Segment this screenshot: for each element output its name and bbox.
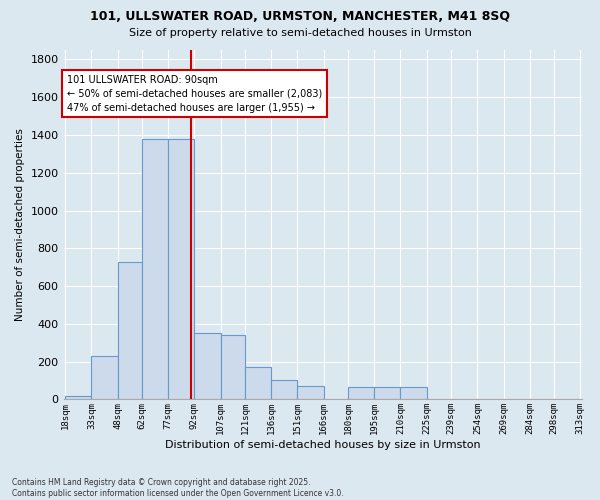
Y-axis label: Number of semi-detached properties: Number of semi-detached properties	[15, 128, 25, 321]
Bar	[118, 262, 142, 400]
Bar	[271, 380, 298, 400]
Bar	[374, 387, 400, 400]
X-axis label: Distribution of semi-detached houses by size in Urmston: Distribution of semi-detached houses by …	[165, 440, 481, 450]
Text: Size of property relative to semi-detached houses in Urmston: Size of property relative to semi-detach…	[128, 28, 472, 38]
Bar	[400, 387, 427, 400]
Bar	[194, 334, 221, 400]
Bar	[91, 356, 118, 400]
Bar	[142, 139, 168, 400]
Text: 101, ULLSWATER ROAD, URMSTON, MANCHESTER, M41 8SQ: 101, ULLSWATER ROAD, URMSTON, MANCHESTER…	[90, 10, 510, 23]
Bar	[298, 386, 323, 400]
Bar	[245, 368, 271, 400]
Bar	[168, 139, 194, 400]
Bar	[348, 387, 374, 400]
Text: Contains HM Land Registry data © Crown copyright and database right 2025.
Contai: Contains HM Land Registry data © Crown c…	[12, 478, 344, 498]
Bar	[221, 335, 245, 400]
Bar	[65, 396, 91, 400]
Text: 101 ULLSWATER ROAD: 90sqm
← 50% of semi-detached houses are smaller (2,083)
47% : 101 ULLSWATER ROAD: 90sqm ← 50% of semi-…	[67, 74, 322, 112]
